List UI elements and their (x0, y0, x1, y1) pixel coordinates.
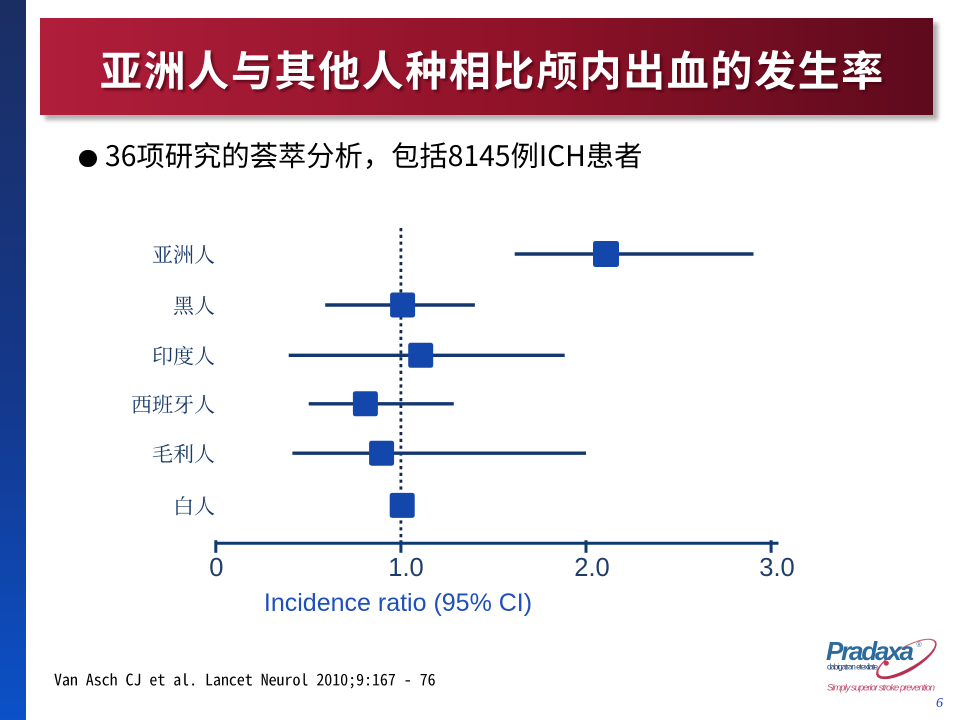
svg-text:2.0: 2.0 (574, 554, 609, 582)
svg-text:1.0: 1.0 (388, 554, 423, 582)
svg-text:Incidence ratio (95% CI): Incidence ratio (95% CI) (264, 589, 532, 617)
svg-text:3.0: 3.0 (759, 554, 794, 582)
svg-text:®: ® (917, 641, 923, 649)
svg-text:dabigatran etexilate: dabigatran etexilate (827, 663, 879, 672)
svg-text:0: 0 (209, 554, 223, 582)
svg-text:6: 6 (936, 696, 943, 711)
svg-text:Pradaxa: Pradaxa (826, 636, 914, 666)
svg-text:Simply superior stroke prevent: Simply superior stroke prevention (827, 683, 935, 694)
